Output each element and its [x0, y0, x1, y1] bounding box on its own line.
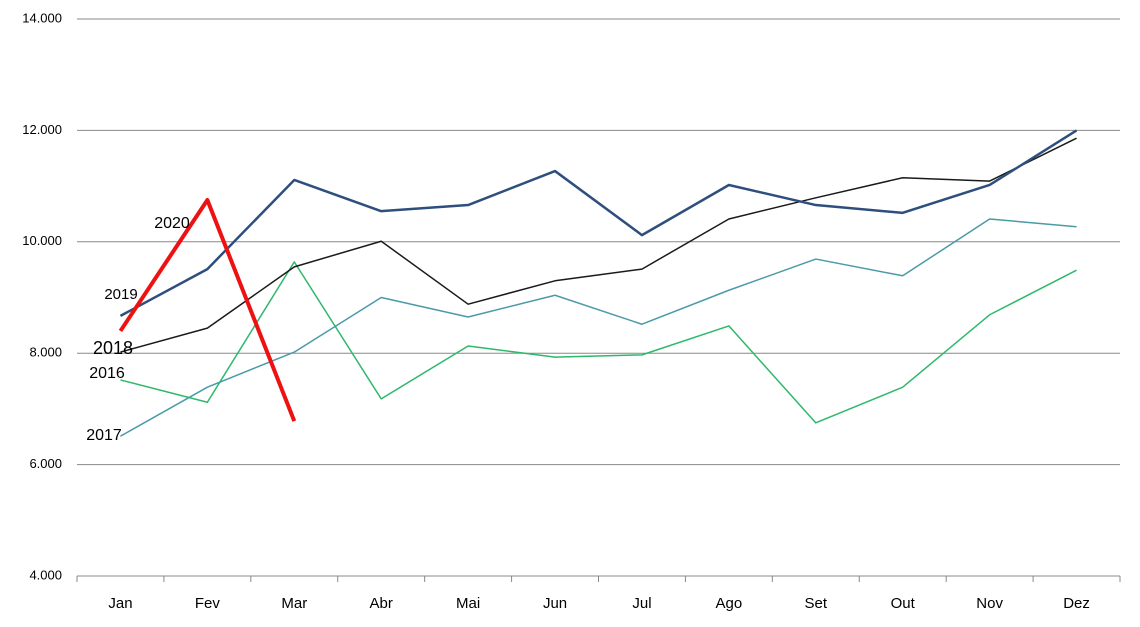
series-label: 2016 — [89, 365, 125, 382]
series-label: 2017 — [86, 427, 122, 444]
x-tick-label: Jan — [108, 595, 132, 612]
x-tick-label: Nov — [976, 595, 1003, 612]
x-tick-label: Jun — [543, 595, 567, 612]
x-tick-label: Set — [805, 595, 828, 612]
x-tick-label: Out — [891, 595, 916, 612]
series-line — [120, 261, 1077, 424]
x-tick-label: Abr — [370, 595, 393, 612]
y-tick-label: 14.000 — [22, 10, 62, 25]
x-tick-label: Mar — [281, 595, 307, 612]
series-label: 2018 — [93, 338, 133, 358]
y-tick-label: 12.000 — [22, 122, 62, 137]
x-tick-label: Dez — [1063, 595, 1090, 612]
y-tick-label: 10.000 — [22, 233, 62, 248]
series-line — [119, 129, 1078, 317]
y-tick-label: 4.000 — [29, 567, 62, 582]
series-line — [118, 198, 297, 422]
x-tick-label: Mai — [456, 595, 480, 612]
series-line — [120, 218, 1077, 437]
series-line — [120, 137, 1077, 353]
x-tick-label: Jul — [632, 595, 651, 612]
x-tick-label: Ago — [716, 595, 743, 612]
y-tick-label: 8.000 — [29, 345, 62, 360]
y-tick-label: 6.000 — [29, 456, 62, 471]
series-label: 2019 — [104, 286, 137, 303]
series-label: 2020 — [154, 215, 190, 232]
x-tick-label: Fev — [195, 595, 221, 612]
